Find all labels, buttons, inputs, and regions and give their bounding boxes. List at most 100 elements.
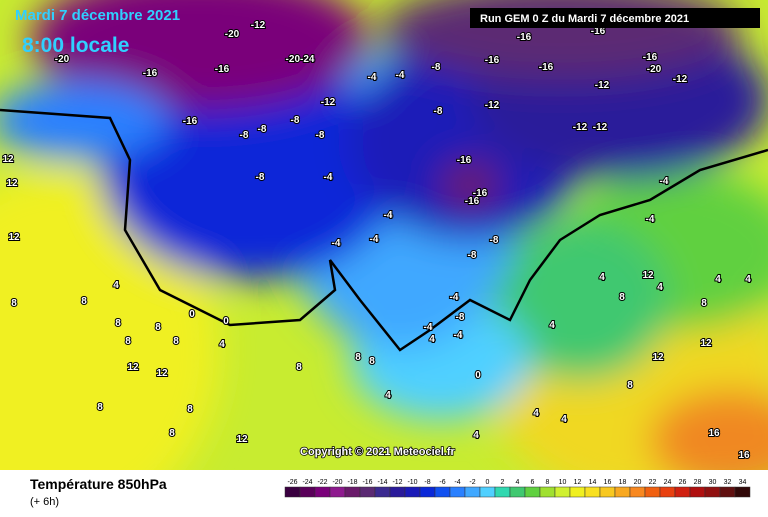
- colorbar-label: -10: [407, 479, 417, 486]
- color-swatch: [539, 486, 556, 498]
- contour-label: 8: [355, 352, 361, 363]
- contour-label: -8: [456, 312, 465, 323]
- contour-label: -4: [324, 172, 333, 183]
- color-swatch: [719, 486, 736, 498]
- color-swatch: [314, 486, 331, 498]
- colorbar-label: -2: [469, 479, 475, 486]
- contour-label: -8: [291, 115, 300, 126]
- contour-label: 4: [385, 390, 391, 401]
- contour-label: -16: [473, 188, 488, 199]
- contour-label: 8: [155, 322, 161, 333]
- contour-label: 4: [561, 414, 567, 425]
- colorbar-label: 30: [709, 479, 717, 486]
- contour-label: 8: [187, 404, 193, 415]
- contour-label: -12: [593, 122, 608, 133]
- colorbar-label: -8: [424, 479, 430, 486]
- colorbar-label: -4: [454, 479, 460, 486]
- contour-label: -4: [370, 234, 379, 245]
- contour-label: 12: [6, 178, 18, 189]
- contour-label: 8: [81, 296, 87, 307]
- colorbar-label: -18: [347, 479, 357, 486]
- contour-label: -16: [517, 32, 532, 43]
- colorbar-label: 8: [546, 479, 550, 486]
- contour-label: 12: [8, 232, 20, 243]
- colorbar-label: 32: [724, 479, 732, 486]
- contour-label: 12: [156, 368, 168, 379]
- contour-label: 16: [708, 428, 720, 439]
- contour-label: 4: [533, 408, 539, 419]
- colorbar-label: 24: [664, 479, 672, 486]
- color-swatch: [734, 486, 751, 498]
- contour-label: -12: [673, 74, 688, 85]
- contour-label: -4: [424, 322, 433, 333]
- color-swatch: [599, 486, 616, 498]
- contour-label: -8: [490, 235, 499, 246]
- contour-label: -4: [646, 214, 655, 225]
- contour-label: -20: [647, 64, 662, 75]
- footer-title: Température 850hPa: [30, 476, 167, 492]
- colorbar-label: 0: [486, 479, 490, 486]
- colorbar-label: -24: [302, 479, 312, 486]
- color-swatch: [509, 486, 526, 498]
- contour-label: 8: [115, 318, 121, 329]
- contour-label: 8: [125, 336, 131, 347]
- contour-label: 12: [642, 270, 654, 281]
- contour-label: -8: [258, 124, 267, 135]
- colorbar-label: 2: [501, 479, 505, 486]
- color-swatch: [524, 486, 541, 498]
- contour-label: -4: [396, 70, 405, 81]
- colorbar-label: -6: [439, 479, 445, 486]
- color-swatch: [434, 486, 451, 498]
- contour-label: 4: [745, 274, 751, 285]
- colorbar-label: -22: [317, 479, 327, 486]
- contour-label: -4: [660, 176, 669, 187]
- date: Mardi 7 décembre 2021: [15, 7, 180, 24]
- contour-label: 16: [738, 450, 750, 461]
- contour-label: -20: [225, 29, 240, 40]
- contour-label: -4: [450, 292, 459, 303]
- color-swatch: [674, 486, 691, 498]
- color-swatch: [299, 486, 316, 498]
- color-swatch: [449, 486, 466, 498]
- contour-label: -4: [368, 72, 377, 83]
- color-swatch: [479, 486, 496, 498]
- colorbar-label: 10: [559, 479, 567, 486]
- contour-label: -16: [485, 55, 500, 66]
- contour-label: -4: [384, 210, 393, 221]
- contour-label: 4: [657, 282, 663, 293]
- contour-label: -8: [316, 130, 325, 141]
- contour-label: -4: [332, 238, 341, 249]
- colorbar-label: 26: [679, 479, 687, 486]
- colorbar-label: 18: [619, 479, 627, 486]
- contour-label: 8: [11, 298, 17, 309]
- contour-label: -8: [434, 106, 443, 117]
- color-swatch: [629, 486, 646, 498]
- contour-label: 12: [652, 352, 664, 363]
- contour-label: 4: [429, 334, 435, 345]
- contour-label: -16: [539, 62, 554, 73]
- contour-label: -16: [457, 155, 472, 166]
- contour-label: 4: [113, 280, 119, 291]
- color-swatch: [569, 486, 586, 498]
- color-swatch: [374, 486, 391, 498]
- color-swatch: [704, 486, 721, 498]
- time: 8:00 locale: [22, 34, 129, 57]
- contour-label: 0: [189, 309, 195, 320]
- color-swatch: [584, 486, 601, 498]
- contour-label: -8: [468, 250, 477, 261]
- colorbar-label: -14: [377, 479, 387, 486]
- contour-label: -16: [143, 68, 158, 79]
- contour-label: 8: [619, 292, 625, 303]
- colorbar-label: 14: [589, 479, 597, 486]
- contour-label: -8: [240, 130, 249, 141]
- contour-label: -12: [595, 80, 610, 91]
- colorbar-label: -20: [332, 479, 342, 486]
- contour-label: -12: [573, 122, 588, 133]
- contour-label: -16: [643, 52, 658, 63]
- contour-label: 8: [701, 298, 707, 309]
- color-swatch: [389, 486, 406, 498]
- contour-label: 4: [473, 430, 479, 441]
- contour-label: -12: [251, 20, 266, 31]
